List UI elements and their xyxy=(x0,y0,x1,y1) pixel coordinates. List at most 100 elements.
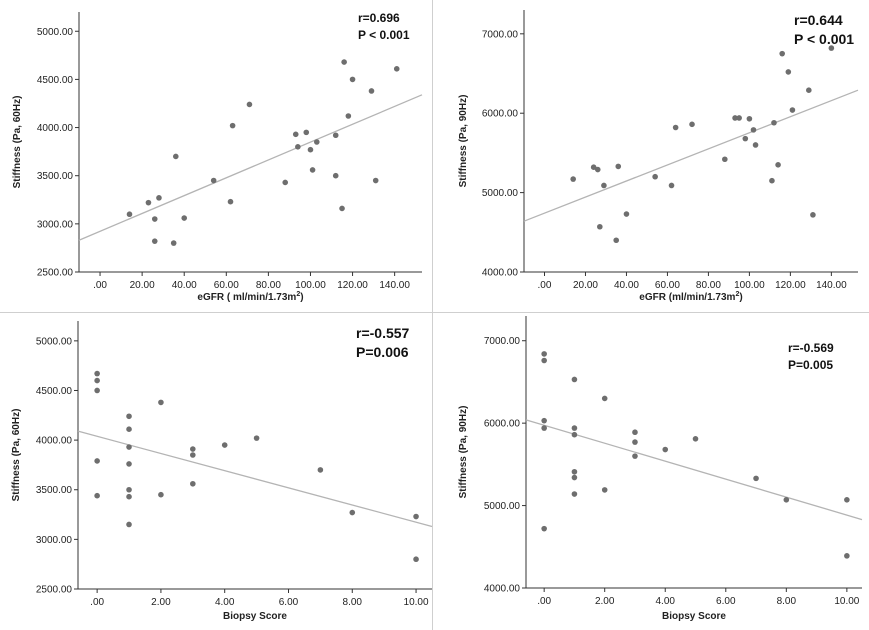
data-point xyxy=(828,45,835,51)
x-tick-label: 60.00 xyxy=(655,280,680,291)
y-tick-label: 5000.00 xyxy=(484,501,521,512)
x-tick-label: 40.00 xyxy=(614,280,639,291)
p-value-label: P=0.006 xyxy=(356,344,409,360)
y-tick-label: 3500.00 xyxy=(37,171,74,182)
data-point xyxy=(672,124,679,131)
x-tick-label: 20.00 xyxy=(130,280,155,291)
data-point xyxy=(372,177,379,184)
data-point xyxy=(769,177,775,184)
data-point xyxy=(292,131,299,138)
y-tick-label: 2500.00 xyxy=(36,585,73,596)
data-point xyxy=(172,153,179,160)
chart-egfr-60hz: 2500.00 3000.00 3500.00 4000.00 4500.00 5000.… xyxy=(12,11,423,303)
y-tick-label: 5000.00 xyxy=(482,188,519,199)
data-point xyxy=(541,417,547,424)
y-axis-label: Stiffness (Pa, 60Hz) xyxy=(12,96,23,189)
y-axis-label: Stiffness (Pa, 60Hz) xyxy=(11,409,22,502)
data-point xyxy=(632,453,638,459)
x-tick-label: 2.00 xyxy=(595,596,615,607)
data-point xyxy=(221,442,228,448)
regression-line xyxy=(78,94,423,241)
x-tick-label: 140.00 xyxy=(379,280,410,291)
data-point xyxy=(601,395,608,402)
data-point xyxy=(571,425,578,431)
data-point xyxy=(94,387,100,394)
x-tick-label: .00 xyxy=(93,280,107,291)
data-point xyxy=(668,182,675,189)
data-point xyxy=(309,167,316,173)
data-point xyxy=(541,525,547,532)
y-tick-label: 3500.00 xyxy=(36,485,73,496)
data-point xyxy=(349,509,356,516)
correlation-r-label: r=-0.569 xyxy=(788,341,834,355)
y-tick-label: 7000.00 xyxy=(484,336,521,347)
data-point xyxy=(368,88,375,94)
data-point xyxy=(597,223,603,230)
data-point xyxy=(571,468,578,475)
data-point xyxy=(571,491,578,497)
correlation-r-label: r=-0.557 xyxy=(356,325,410,341)
x-tick-label: 6.00 xyxy=(279,597,299,608)
x-tick-label: 80.00 xyxy=(256,280,281,291)
data-point xyxy=(126,493,132,500)
vertical-divider xyxy=(432,0,433,630)
data-point xyxy=(746,115,753,122)
data-point xyxy=(295,144,301,150)
data-point xyxy=(126,426,132,432)
y-tick-label: 5000.00 xyxy=(37,27,74,38)
data-point xyxy=(332,172,339,179)
data-point xyxy=(190,452,196,458)
x-tick-label: 100.00 xyxy=(295,280,326,291)
data-point xyxy=(541,357,547,364)
x-tick-label: 6.00 xyxy=(716,596,736,607)
data-point xyxy=(689,121,695,128)
x-axis-label: Biopsy Score xyxy=(223,611,287,622)
data-point xyxy=(413,556,419,563)
data-point xyxy=(332,132,339,139)
x-tick-label: 10.00 xyxy=(404,597,429,608)
data-point xyxy=(750,127,757,133)
data-point xyxy=(158,491,164,498)
regression-line xyxy=(77,430,433,528)
y-tick-label: 3000.00 xyxy=(37,219,74,230)
data-point xyxy=(541,351,547,357)
data-point xyxy=(601,182,607,189)
data-point xyxy=(151,216,158,222)
data-point xyxy=(613,237,620,244)
data-point xyxy=(282,179,289,186)
y-tick-label: 6000.00 xyxy=(482,109,519,120)
data-point xyxy=(806,87,812,93)
data-point xyxy=(246,101,253,108)
data-point xyxy=(742,135,749,142)
y-tick-label: 6000.00 xyxy=(484,419,521,430)
data-point xyxy=(571,474,578,481)
correlation-r-label: r=0.696 xyxy=(358,11,400,25)
data-point xyxy=(615,163,622,170)
data-point xyxy=(126,521,132,528)
data-point xyxy=(181,215,188,221)
data-point xyxy=(844,497,850,503)
data-point xyxy=(229,122,236,129)
data-point xyxy=(632,439,638,445)
x-tick-label: 4.00 xyxy=(215,597,235,608)
chart-biopsy-60hz: 2500.00 3000.00 3500.00 4000.00 4500.00 5000.… xyxy=(11,321,433,622)
data-point xyxy=(303,129,310,136)
data-point xyxy=(307,146,314,153)
data-point xyxy=(752,142,759,148)
data-point xyxy=(156,195,162,201)
chart-egfr-90hz: 4000.00 5000.00 6000.00 7000.00 .00 20.00 40.0… xyxy=(458,10,859,303)
data-point xyxy=(126,486,132,493)
x-tick-label: 100.00 xyxy=(734,280,765,291)
data-point xyxy=(317,467,324,473)
data-point xyxy=(594,166,601,173)
data-point xyxy=(785,69,792,75)
data-point xyxy=(632,429,638,436)
x-tick-label: 40.00 xyxy=(172,280,197,291)
p-value-label: P < 0.001 xyxy=(794,31,854,47)
data-point xyxy=(413,513,419,520)
data-point xyxy=(810,212,816,218)
data-point xyxy=(662,446,669,453)
data-point xyxy=(775,162,781,168)
data-point xyxy=(601,487,608,493)
y-tick-label: 4000.00 xyxy=(37,123,74,134)
